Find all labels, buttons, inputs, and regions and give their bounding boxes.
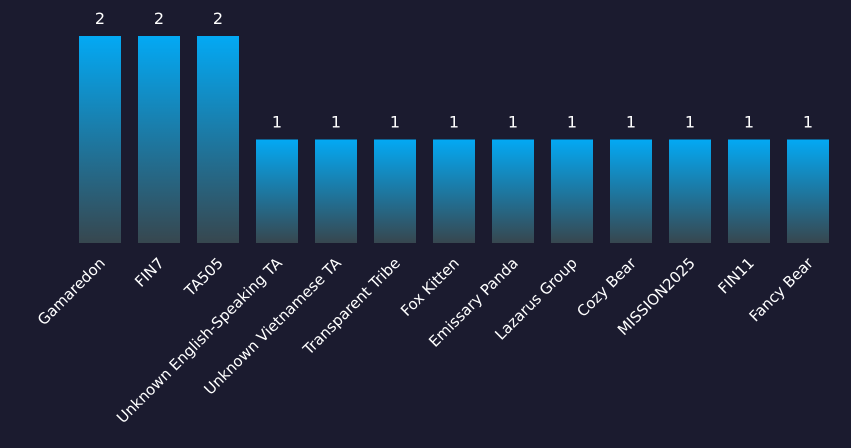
data-label-8: 1 <box>567 113 577 132</box>
bar-11 <box>728 139 770 243</box>
data-label-12: 1 <box>803 113 813 132</box>
data-label-5: 1 <box>390 113 400 132</box>
data-label-6: 1 <box>449 113 459 132</box>
data-label-2: 2 <box>213 9 223 28</box>
data-label-4: 1 <box>331 113 341 132</box>
bar-4 <box>315 139 357 243</box>
bars-group <box>79 36 829 243</box>
x-tick-label-12: Fancy Bear <box>746 254 818 326</box>
bar-5 <box>374 139 416 243</box>
bar-6 <box>433 139 475 243</box>
data-label-7: 1 <box>508 113 518 132</box>
bar-3 <box>256 139 298 243</box>
x-tick-label-11: FIN11 <box>714 254 757 297</box>
bar-8 <box>551 139 593 243</box>
data-label-1: 2 <box>154 9 164 28</box>
bar-1 <box>138 36 180 243</box>
x-tick-label-2: TA505 <box>180 254 227 301</box>
value-labels-group: 2 2 2 1 1 1 1 1 1 1 1 1 1 <box>95 9 813 132</box>
bar-0 <box>79 36 121 243</box>
x-tick-label-1: FIN7 <box>131 254 168 291</box>
x-tick-label-5: Transparent Tribe <box>299 254 404 359</box>
bar-10 <box>669 139 711 243</box>
x-tick-label-0: Gamaredon <box>34 254 109 329</box>
bar-7 <box>492 139 534 243</box>
data-label-9: 1 <box>626 113 636 132</box>
data-label-3: 1 <box>272 113 282 132</box>
data-label-10: 1 <box>685 113 695 132</box>
bar-2 <box>197 36 239 243</box>
bar-9 <box>610 139 652 243</box>
bar-12 <box>787 139 829 243</box>
data-label-11: 1 <box>744 113 754 132</box>
data-label-0: 2 <box>95 9 105 28</box>
